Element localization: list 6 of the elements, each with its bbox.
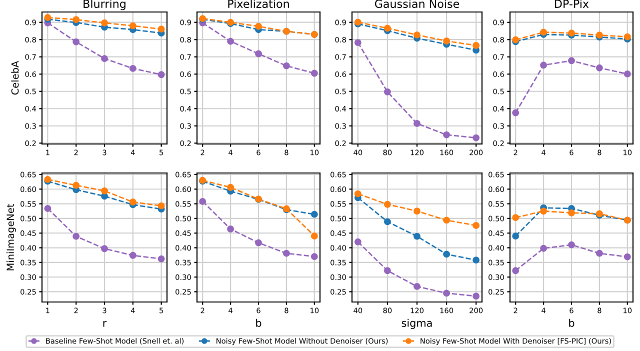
y-axis-title: CelebA — [11, 60, 19, 95]
x-axis-title: b — [569, 318, 574, 327]
x-axis-title: b — [256, 318, 262, 327]
x-axis-title: r — [103, 320, 107, 327]
x-axis-title: sigma — [402, 318, 432, 329]
y-axis-title: MiniImageNet — [6, 204, 16, 270]
